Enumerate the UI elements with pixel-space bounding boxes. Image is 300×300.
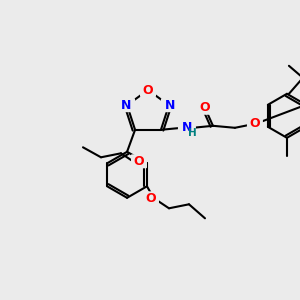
FancyBboxPatch shape: [178, 121, 196, 135]
Text: N: N: [182, 121, 192, 134]
Text: O: O: [134, 155, 144, 168]
Text: O: O: [200, 101, 210, 114]
Text: O: O: [143, 83, 153, 97]
Text: N: N: [121, 99, 131, 112]
Text: O: O: [250, 117, 260, 130]
FancyBboxPatch shape: [131, 154, 147, 168]
FancyBboxPatch shape: [197, 101, 213, 115]
Text: H: H: [188, 128, 196, 138]
FancyBboxPatch shape: [247, 117, 263, 131]
FancyBboxPatch shape: [161, 98, 177, 112]
Text: O: O: [146, 192, 156, 205]
FancyBboxPatch shape: [143, 191, 159, 205]
Text: N: N: [165, 99, 175, 112]
FancyBboxPatch shape: [140, 83, 156, 97]
FancyBboxPatch shape: [119, 98, 135, 112]
